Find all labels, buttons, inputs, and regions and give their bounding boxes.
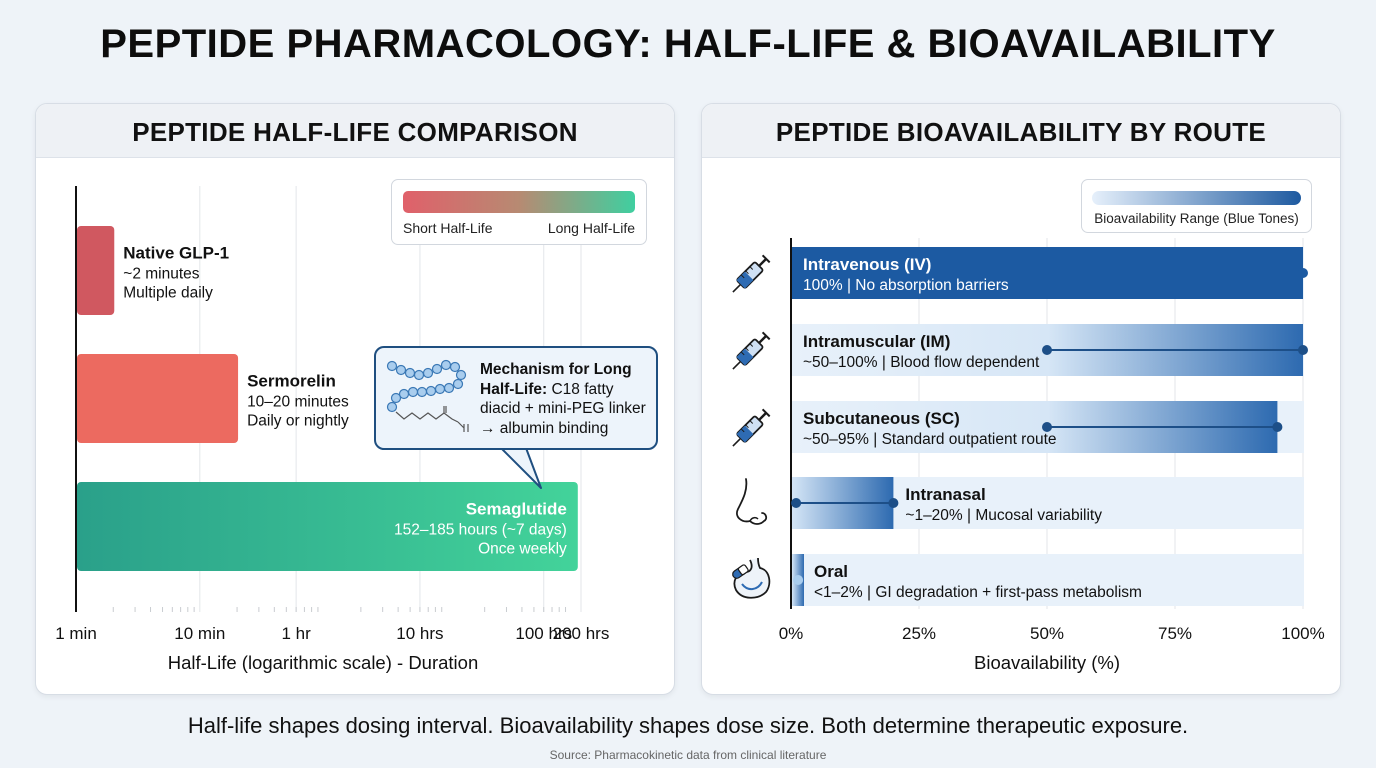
range-dot-low <box>1042 422 1052 432</box>
range-dot-high <box>1272 422 1283 432</box>
bar-label-name: Native GLP-1 <box>123 244 229 263</box>
x-axis-title: Bioavailability (%) <box>974 652 1120 673</box>
half-life-legend: Short Half-Life Long Half-Life <box>391 179 647 245</box>
bar-sermorelin <box>77 354 239 443</box>
nose-icon <box>736 478 768 525</box>
bioavailability-chart: 0% 25% 50% 75% 100% Bioavailability (%) Intrav… <box>732 238 1325 673</box>
bar-label-dosing: Multiple daily <box>123 285 213 302</box>
route-detail: <1–2% | GI degradation + first-pass meta… <box>814 584 1142 601</box>
x-tick-label: 25% <box>902 624 936 643</box>
source-note: Source: Pharmacokinetic data from clinic… <box>549 748 827 762</box>
bioavailability-chart-title: PEPTIDE BIOAVAILABILITY BY ROUTE <box>702 104 1340 158</box>
range-dot <box>793 575 804 585</box>
x-tick-label: 10 min <box>174 624 225 643</box>
bar-label-duration: 10–20 minutes <box>247 394 349 411</box>
bioavailability-legend-label: Bioavailability Range (Blue Tones) <box>1094 211 1299 226</box>
x-axis-title: Half-Life (logarithmic scale) - Duration <box>168 652 479 673</box>
footer-summary: Half-life shapes dosing interval. Bioava… <box>187 713 1189 738</box>
range-dot-high <box>888 498 899 508</box>
route-detail: ~50–100% | Blood flow dependent <box>803 354 1040 371</box>
bar-label-dosing: Once weekly <box>478 541 567 558</box>
bar-label-name: Sermorelin <box>247 372 336 391</box>
legend-long-label: Long Half-Life <box>547 220 635 236</box>
route-detail: 100% | No absorption barriers <box>803 277 1009 294</box>
range-dot-low <box>791 498 802 508</box>
range-dot-high <box>1298 345 1308 355</box>
bar-semaglutide <box>77 482 578 571</box>
x-tick-label: 200 hrs <box>553 624 610 643</box>
x-tick-label: 1 hr <box>281 624 311 643</box>
half-life-chart-title: PEPTIDE HALF-LIFE COMPARISON <box>36 104 674 158</box>
route-detail: ~50–95% | Standard outpatient route <box>803 431 1057 448</box>
route-name: Subcutaneous (SC) <box>803 409 960 428</box>
bar-label-duration: ~2 minutes <box>123 266 200 283</box>
bar-intravenous-iv <box>792 247 1303 299</box>
x-tick-label: 100 hrs <box>515 624 572 643</box>
bar-track-oral <box>792 554 1304 606</box>
molecule-icon <box>386 359 469 432</box>
mechanism-text: Mechanism for Long Half-Life: C18 fatty … <box>480 361 646 437</box>
x-tick-label: 10 hrs <box>396 624 443 643</box>
route-detail: ~1–20% | Mucosal variability <box>905 507 1102 524</box>
bar-label-duration: 152–185 hours (~7 days) <box>394 522 567 539</box>
range-dot-low <box>1042 345 1052 355</box>
page-title: PEPTIDE PHARMACOLOGY: HALF-LIFE & BIOAVA… <box>100 22 1276 66</box>
range-dot <box>1298 268 1308 278</box>
mechanism-callout: Mechanism for Long Half-Life: C18 fatty … <box>374 346 658 450</box>
bioavailability-legend-gradient <box>1092 191 1301 205</box>
x-tick-label: 50% <box>1030 624 1064 643</box>
x-tick-label: 1 min <box>55 624 97 643</box>
syringe-icon <box>732 254 771 293</box>
route-name: Intravenous (IV) <box>803 255 931 274</box>
route-name: Intramuscular (IM) <box>803 332 950 351</box>
stomach-pill-icon <box>732 557 771 599</box>
bioavailability-legend: Bioavailability Range (Blue Tones) <box>1081 179 1312 233</box>
bioavailability-panel: PEPTIDE BIOAVAILABILITY BY ROUTE 0% 25% 50… <box>701 103 1341 695</box>
half-life-panel: PEPTIDE HALF-LIFE COMPARISON 1 min 10 min… <box>35 103 675 695</box>
bar-native-glp-1 <box>77 226 115 315</box>
half-life-legend-gradient <box>403 191 635 213</box>
x-tick-label: 75% <box>1158 624 1192 643</box>
route-name: Oral <box>814 562 848 581</box>
bar-label-name: Semaglutide <box>466 500 567 519</box>
route-name: Intranasal <box>905 485 985 504</box>
syringe-icon <box>732 408 771 447</box>
bar-label-dosing: Daily or nightly <box>247 413 349 430</box>
x-tick-label: 0% <box>779 624 804 643</box>
legend-short-label: Short Half-Life <box>403 220 493 236</box>
x-tick-label: 100% <box>1281 624 1324 643</box>
syringe-icon <box>732 331 771 370</box>
